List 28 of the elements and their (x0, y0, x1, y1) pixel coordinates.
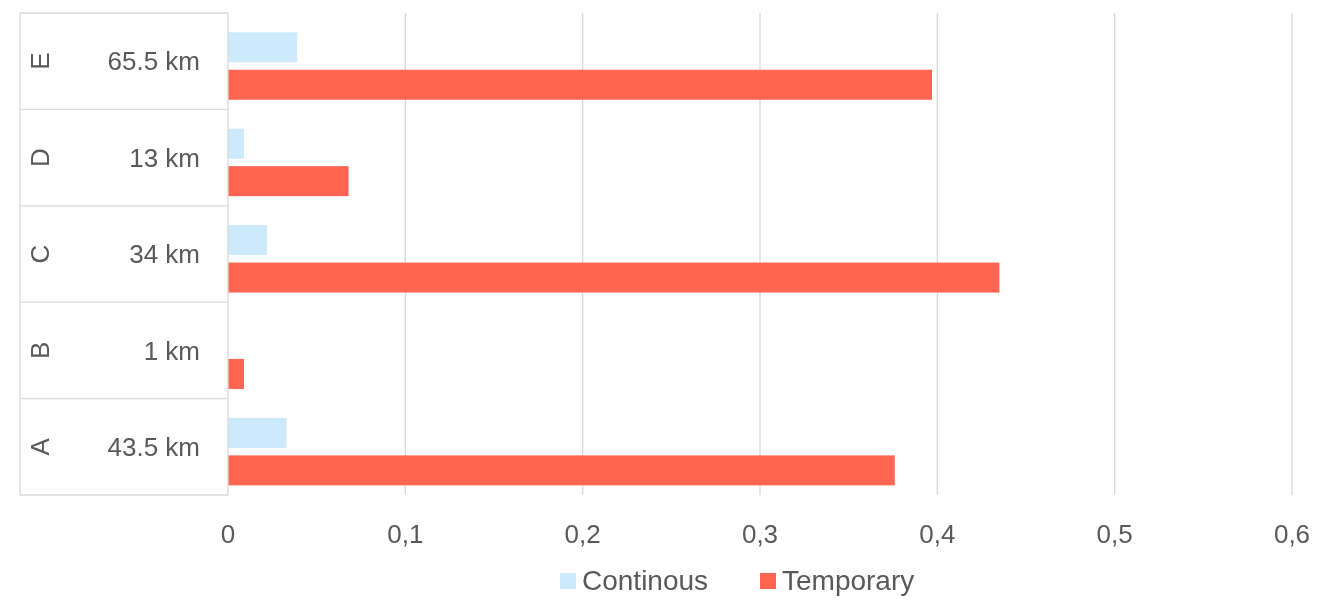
x-tick-label: 0,1 (387, 519, 424, 549)
legend-label: Temporary (782, 565, 915, 596)
bar (228, 32, 298, 63)
bar (228, 455, 895, 486)
x-tick-label: 0,6 (1273, 519, 1311, 549)
text: B (25, 341, 56, 360)
bar (228, 358, 244, 389)
y-tick-label: 65.5 km (107, 46, 200, 77)
y-tick-label: 1 km (143, 335, 200, 366)
text: C (25, 244, 56, 264)
y-tick-label: 43.5 km (107, 431, 200, 462)
x-tick-label: 0 (220, 519, 236, 549)
bar (228, 69, 933, 100)
legend-label: Continous (582, 565, 709, 596)
y-tick-label: 34 km (129, 239, 200, 270)
x-tick-label: 0,4 (919, 519, 956, 549)
bar (228, 262, 1000, 293)
bar (228, 225, 268, 256)
text: E (25, 52, 56, 70)
bar (228, 417, 287, 448)
text: D (25, 148, 56, 167)
y-tick-label: 13 km (129, 142, 200, 173)
x-tick-label: 0,2 (564, 519, 601, 549)
x-tick-label: 0,5 (1096, 519, 1133, 549)
bar (228, 166, 349, 197)
bar (228, 128, 244, 159)
text: A (25, 437, 56, 456)
x-tick-label: 0,3 (741, 519, 779, 549)
